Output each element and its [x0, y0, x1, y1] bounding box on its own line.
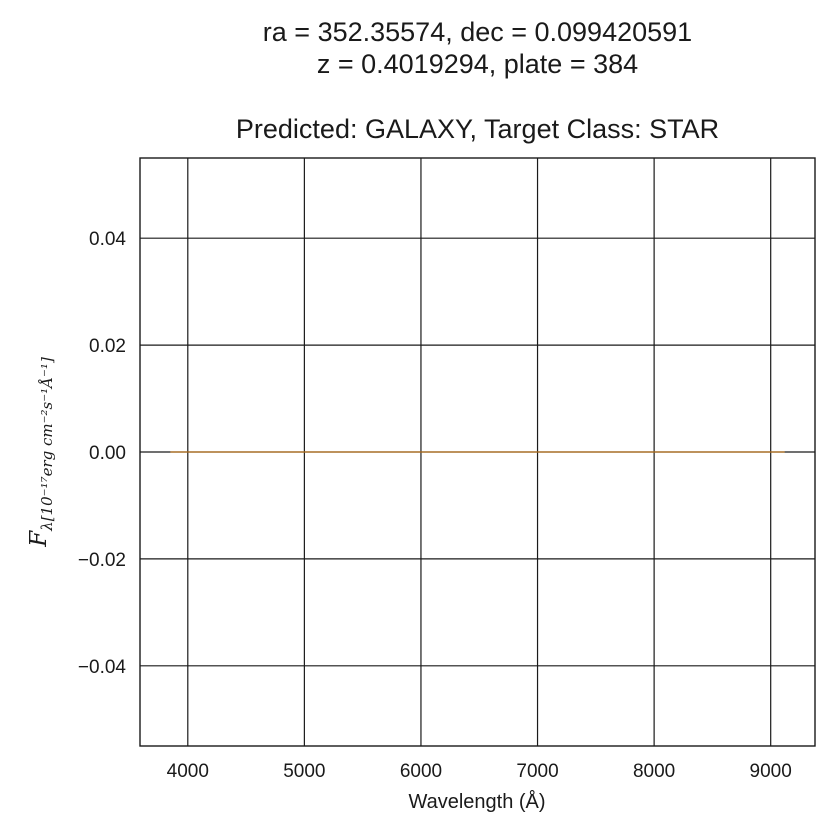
y-axis-label-subscript: λ[10⁻¹⁷erg cm⁻²s⁻¹Å⁻¹] — [38, 357, 56, 532]
y-axis-label-main: F — [26, 530, 52, 548]
chart-title-coordinates: ra = 352.35574, dec = 0.099420591 — [262, 17, 693, 47]
x-tick-label: 6000 — [400, 761, 442, 782]
x-tick-label: 9000 — [750, 761, 792, 782]
y-axis-label: Fλ[10⁻¹⁷erg cm⁻²s⁻¹Å⁻¹] — [26, 357, 56, 548]
svg-text:Fλ[10⁻¹⁷erg cm⁻²s⁻¹Å⁻¹]: Fλ[10⁻¹⁷erg cm⁻²s⁻¹Å⁻¹] — [26, 357, 56, 548]
y-tick-label: −0.04 — [78, 657, 127, 678]
plot-frame — [139, 157, 816, 747]
y-tick-label: −0.02 — [78, 550, 126, 571]
y-tick-label: 0.02 — [89, 336, 126, 357]
x-tick-label: 7000 — [516, 761, 558, 782]
chart-title-redshift-plate: z = 0.4019294, plate = 384 — [316, 49, 639, 79]
x-tick-label: 5000 — [283, 761, 325, 782]
chart-title-prediction: Predicted: GALAXY, Target Class: STAR — [235, 114, 720, 144]
x-axis-label: Wavelength (Å) — [408, 790, 545, 813]
x-tick-labels: 4000 5000 6000 7000 8000 9000 — [167, 761, 792, 782]
y-tick-labels: 0.04 0.02 0.00 −0.02 −0.04 — [78, 229, 127, 678]
x-tick-label: 8000 — [633, 761, 675, 782]
x-tick-label: 4000 — [167, 761, 209, 782]
y-tick-label: 0.04 — [89, 229, 126, 250]
y-tick-label: 0.00 — [89, 443, 126, 464]
